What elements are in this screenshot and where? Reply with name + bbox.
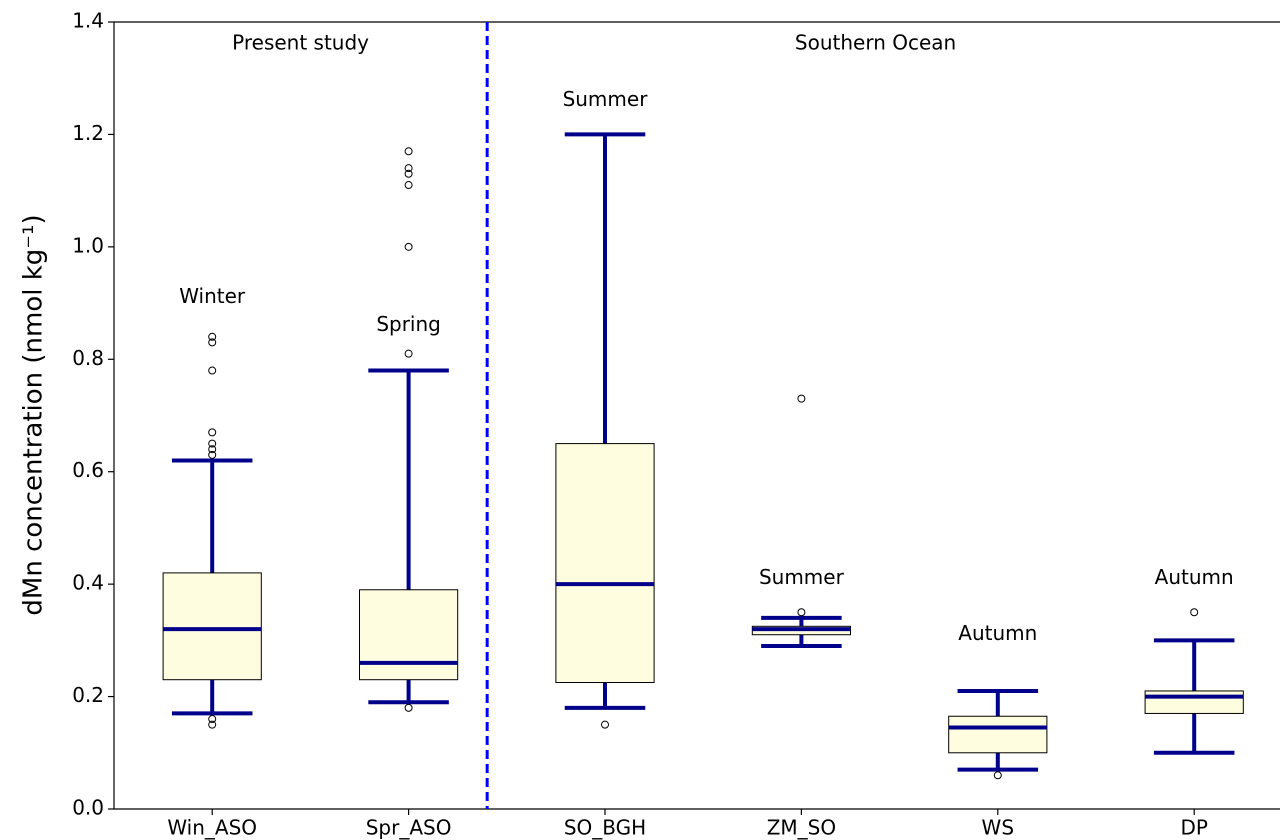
group-label: Southern Ocean bbox=[795, 31, 956, 55]
outlier bbox=[601, 720, 609, 729]
outlier bbox=[208, 450, 217, 459]
outlier bbox=[993, 771, 1002, 780]
y-axis-label: dMn concentration (nmol kg⁻¹) bbox=[19, 214, 49, 615]
y-tick-label: 1.4 bbox=[72, 9, 104, 33]
group-label: Present study bbox=[232, 31, 369, 55]
outlier bbox=[208, 332, 217, 341]
outlier bbox=[797, 608, 806, 617]
x-tick-label: WS bbox=[982, 816, 1014, 840]
box bbox=[162, 572, 262, 681]
outlier bbox=[208, 439, 217, 448]
season-label: Summer bbox=[759, 565, 845, 589]
x-tick-label: SO_BGH bbox=[564, 816, 646, 840]
y-tick-label: 0.6 bbox=[72, 458, 104, 482]
season-label: Summer bbox=[563, 87, 649, 111]
outlier bbox=[404, 169, 413, 178]
outlier bbox=[404, 242, 413, 251]
outlier bbox=[208, 366, 217, 375]
outlier bbox=[404, 181, 413, 190]
box bbox=[1144, 690, 1244, 714]
outlier bbox=[404, 349, 413, 358]
box bbox=[359, 589, 459, 681]
x-tick-label: DP bbox=[1180, 816, 1207, 840]
y-tick-label: 0.0 bbox=[72, 796, 104, 820]
outlier bbox=[208, 338, 217, 347]
outlier bbox=[404, 703, 413, 712]
y-tick-label: 0.4 bbox=[72, 571, 104, 595]
y-tick-label: 0.8 bbox=[72, 346, 104, 370]
outlier bbox=[208, 428, 217, 437]
outlier bbox=[208, 715, 217, 724]
y-tick-label: 1.2 bbox=[72, 121, 104, 145]
season-label: Autumn bbox=[958, 621, 1037, 645]
x-tick-label: Spr_ASO bbox=[366, 816, 452, 840]
x-tick-label: ZM_SO bbox=[767, 816, 836, 840]
outlier bbox=[404, 147, 413, 156]
outlier bbox=[404, 164, 413, 173]
outlier bbox=[208, 720, 217, 729]
box bbox=[948, 715, 1048, 754]
box bbox=[555, 443, 655, 684]
y-tick-label: 1.0 bbox=[72, 233, 104, 257]
outlier bbox=[208, 445, 217, 454]
x-tick-label: Win_ASO bbox=[167, 816, 257, 840]
y-tick-label: 0.2 bbox=[72, 683, 104, 707]
season-label: Autumn bbox=[1155, 565, 1234, 589]
outlier bbox=[797, 394, 806, 403]
outlier bbox=[1190, 608, 1199, 617]
season-label: Winter bbox=[179, 284, 246, 308]
season-label: Spring bbox=[376, 312, 441, 336]
